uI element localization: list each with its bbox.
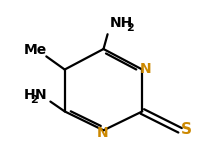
Text: 2: 2 <box>30 95 38 105</box>
Text: N: N <box>96 126 108 140</box>
Text: N: N <box>35 88 47 102</box>
Text: N: N <box>139 62 150 76</box>
Text: Me: Me <box>24 43 47 57</box>
Text: H: H <box>24 88 35 102</box>
Text: 2: 2 <box>125 23 133 33</box>
Text: NH: NH <box>109 16 132 30</box>
Text: S: S <box>180 122 191 137</box>
